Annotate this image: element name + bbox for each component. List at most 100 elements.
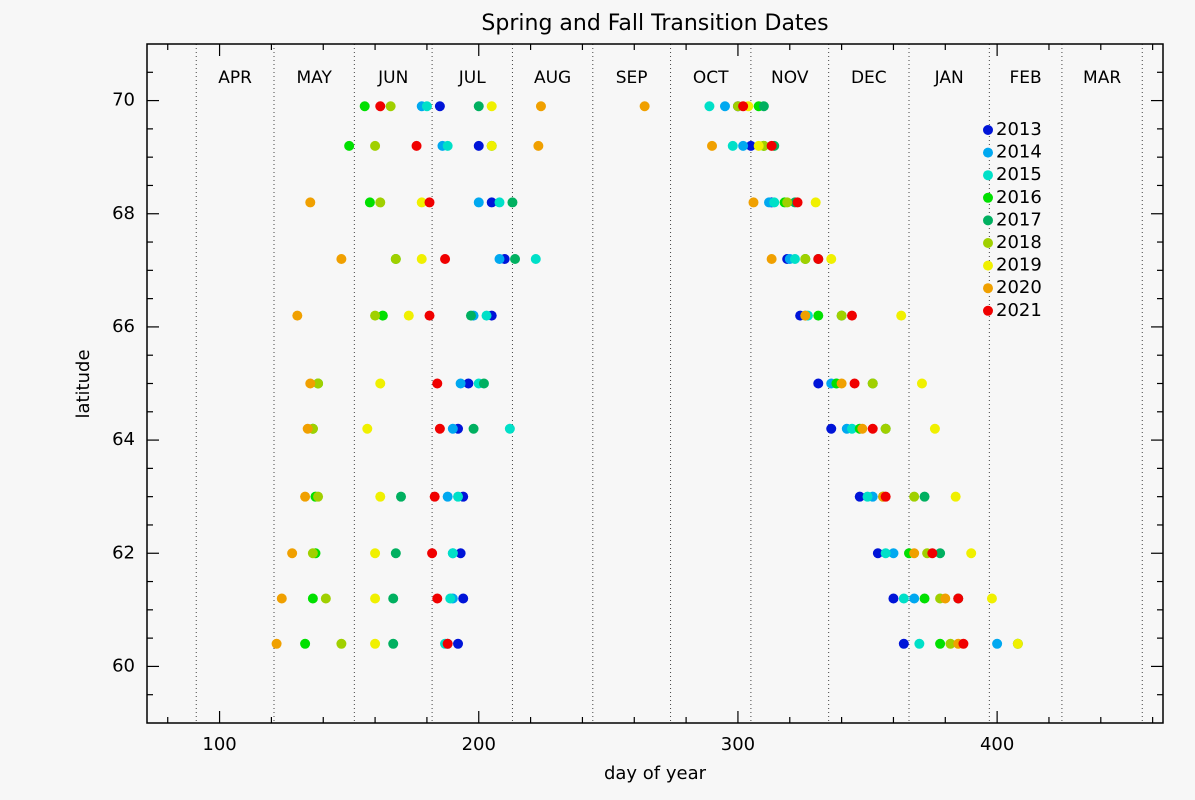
legend-marker [983, 147, 993, 158]
data-point [898, 638, 909, 649]
data-point [370, 548, 381, 559]
month-label: APR [218, 68, 252, 88]
data-point [966, 548, 977, 559]
data-point [453, 491, 464, 502]
data-point [403, 310, 414, 321]
data-point [507, 197, 518, 208]
data-point [465, 310, 476, 321]
data-point [370, 140, 381, 151]
data-point [813, 310, 824, 321]
data-point [336, 254, 347, 265]
data-point [375, 378, 386, 389]
month-label: JUN [377, 68, 408, 88]
legend-label: 2016 [996, 187, 1042, 208]
month-label: SEP [616, 68, 648, 88]
month-label: JUL [458, 68, 486, 88]
data-point [305, 197, 316, 208]
data-point [359, 101, 370, 112]
data-point [486, 197, 497, 208]
data-point [429, 491, 440, 502]
data-point [300, 638, 311, 649]
data-point [370, 593, 381, 604]
data-point [639, 101, 650, 112]
data-point [473, 140, 484, 151]
data-point [287, 548, 298, 559]
data-point [375, 491, 386, 502]
data-point [390, 254, 401, 265]
y-axis-label: latitude [73, 349, 94, 418]
legend-marker [983, 125, 993, 135]
data-point [320, 593, 331, 604]
data-point [432, 378, 443, 389]
legend-marker [983, 260, 993, 271]
x-tick-label: 200 [462, 734, 496, 755]
legend-label: 2019 [996, 255, 1042, 276]
data-point [704, 101, 715, 112]
data-point [758, 101, 769, 112]
data-point [958, 638, 969, 649]
legend-marker [983, 238, 993, 248]
data-point [305, 378, 316, 389]
data-point [867, 378, 878, 389]
data-point [880, 423, 891, 434]
data-point [377, 310, 388, 321]
data-point [385, 101, 396, 112]
data-point [846, 423, 857, 434]
data-point [530, 254, 541, 265]
data-point [800, 310, 811, 321]
y-tick-label: 60 [112, 655, 135, 676]
data-point [276, 593, 287, 604]
data-point [442, 140, 453, 151]
x-tick-label: 400 [980, 734, 1014, 755]
data-point [800, 254, 811, 265]
y-tick-label: 68 [112, 203, 135, 224]
data-point [888, 548, 899, 559]
data-point [792, 197, 803, 208]
data-point [481, 310, 492, 321]
data-point [916, 378, 927, 389]
data-point [766, 254, 777, 265]
data-point [396, 491, 406, 502]
legend-marker [983, 215, 993, 226]
data-point [849, 378, 860, 389]
x-tick-label: 100 [202, 734, 236, 755]
data-point [836, 378, 847, 389]
data-point [813, 254, 824, 265]
data-point [898, 593, 909, 604]
data-point [836, 310, 847, 321]
data-point [473, 197, 484, 208]
data-point [738, 140, 749, 151]
data-point [1012, 638, 1023, 649]
data-point [370, 310, 381, 321]
month-label: FEB [1010, 68, 1042, 88]
data-point [533, 140, 544, 151]
data-point [416, 197, 427, 208]
month-label: MAR [1083, 68, 1121, 88]
y-tick-label: 70 [112, 90, 135, 111]
month-label: DEC [851, 68, 887, 88]
data-point [857, 423, 868, 434]
data-point [727, 140, 738, 151]
data-point [388, 638, 399, 649]
data-point [909, 548, 920, 559]
data-point [789, 254, 800, 265]
y-tick-label: 62 [112, 542, 135, 563]
data-point [370, 638, 381, 649]
x-axis-label: day of year [604, 763, 707, 784]
data-point [434, 423, 445, 434]
data-point [447, 548, 458, 559]
legend-marker [983, 170, 993, 181]
data-point [463, 378, 474, 389]
data-point [945, 638, 956, 649]
data-point [478, 378, 489, 389]
data-point [707, 140, 718, 151]
data-point [494, 254, 505, 265]
data-point [416, 254, 427, 265]
data-point [888, 593, 899, 604]
data-point [896, 310, 907, 321]
data-point [854, 491, 865, 502]
data-point [336, 638, 347, 649]
data-point [986, 593, 997, 604]
data-point [292, 310, 303, 321]
